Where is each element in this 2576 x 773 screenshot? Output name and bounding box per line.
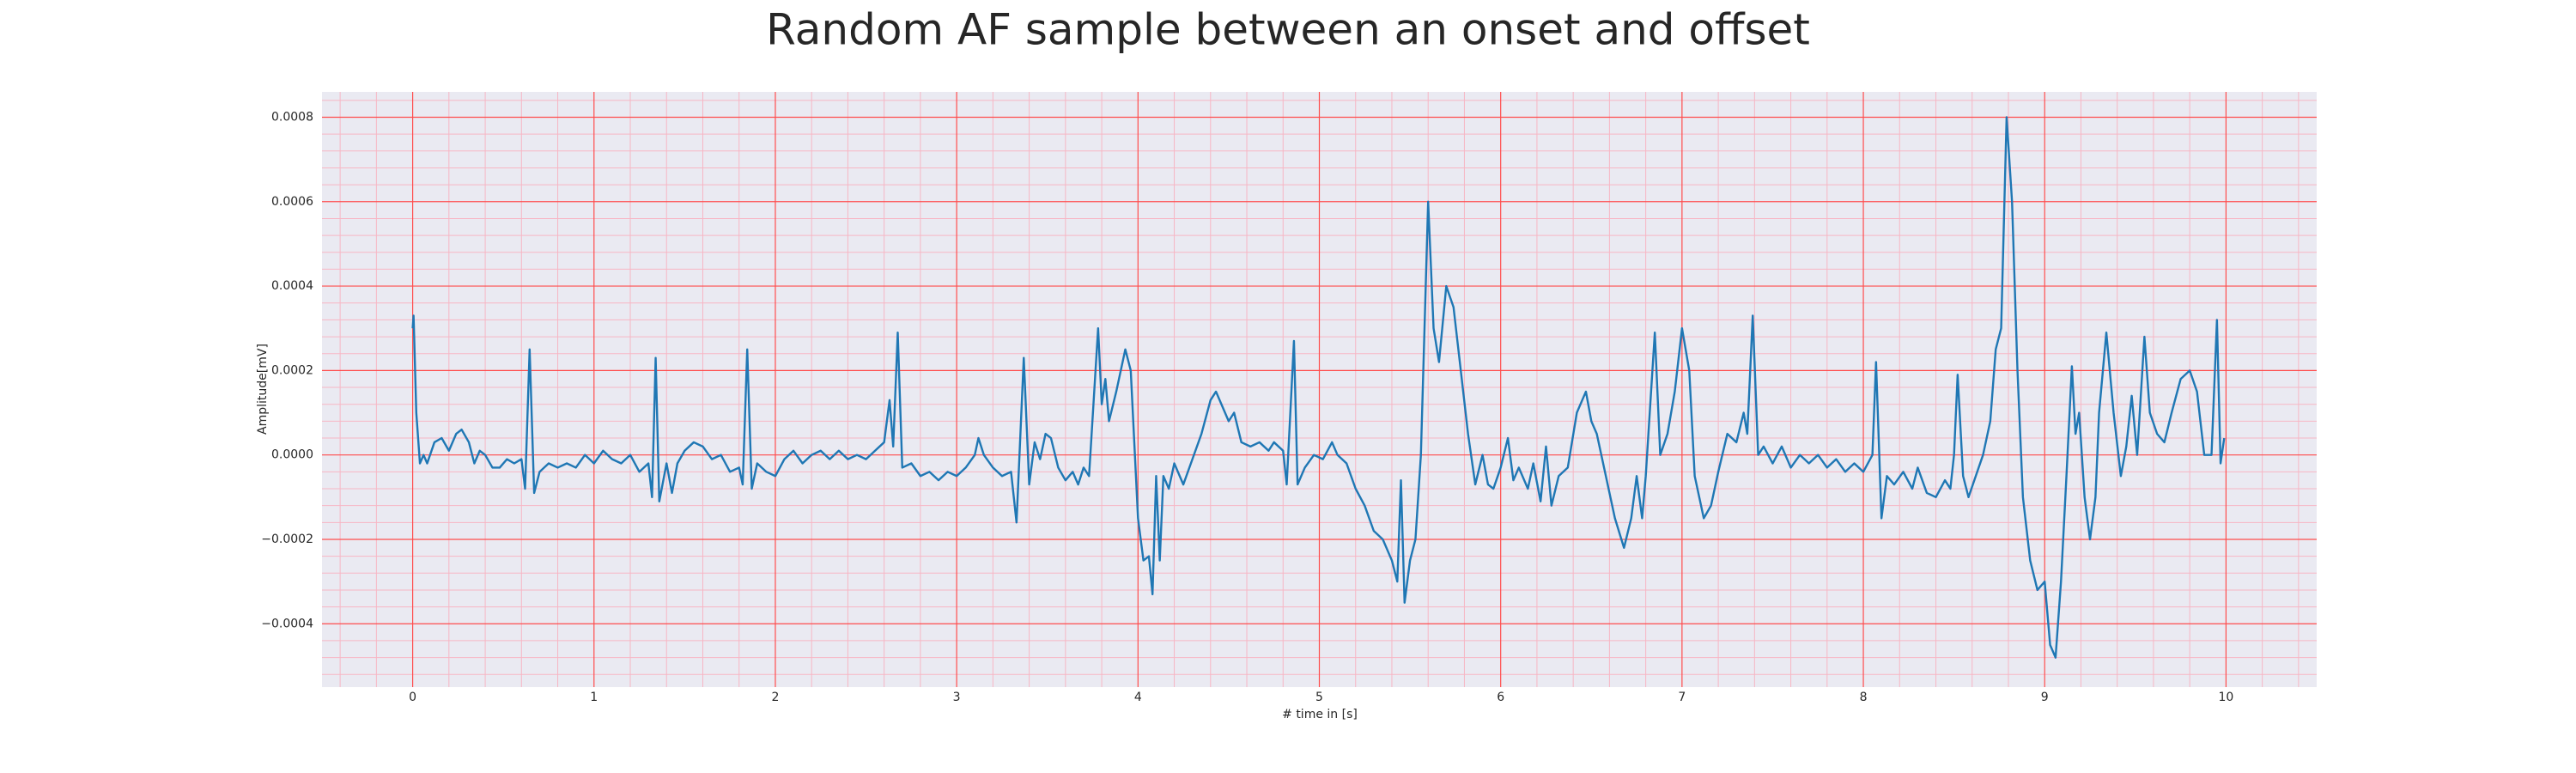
x-tick-label: 7	[1678, 691, 1686, 704]
x-tick-label: 3	[953, 691, 961, 704]
signal-line	[411, 116, 2226, 659]
y-tick-label: 0.0004	[271, 279, 313, 293]
x-tick-label: 6	[1497, 691, 1504, 704]
y-tick-label: 0.0000	[271, 448, 313, 462]
x-tick-label: 4	[1134, 691, 1142, 704]
x-tick-label: 1	[590, 691, 598, 704]
x-tick-label: 9	[2041, 691, 2049, 704]
x-tick-label: 10	[2218, 691, 2233, 704]
x-tick-label: 0	[409, 691, 416, 704]
y-tick-label: 0.0006	[271, 195, 313, 209]
x-tick-label: 5	[1315, 691, 1323, 704]
y-tick-label: −0.0004	[261, 617, 313, 630]
chart-title: Random AF sample between an onset and of…	[766, 5, 1810, 55]
y-axis-label: Amplitude[mV]	[256, 344, 270, 435]
x-tick-label: 8	[1860, 691, 1868, 704]
y-tick-label: 0.0008	[271, 110, 313, 124]
x-tick-label: 2	[771, 691, 779, 704]
y-tick-label: −0.0002	[261, 533, 313, 546]
x-axis-label: # time in [s]	[1282, 708, 1358, 721]
y-tick-label: 0.0002	[271, 363, 313, 377]
